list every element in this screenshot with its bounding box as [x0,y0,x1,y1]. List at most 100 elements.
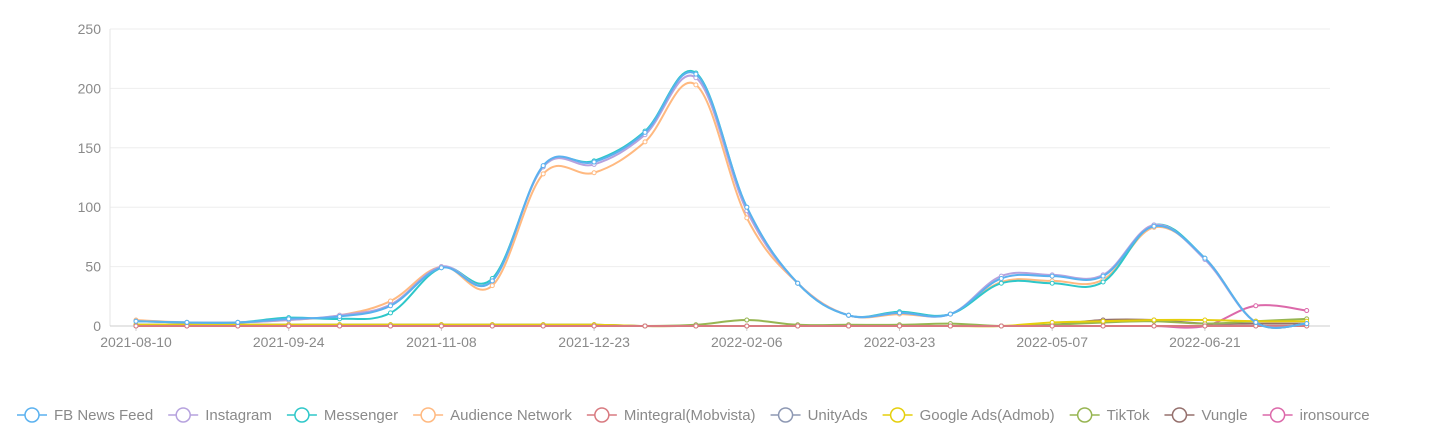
data-point [591,170,597,176]
data-point [489,283,495,289]
y-tick-label: 150 [78,140,102,156]
data-point [337,323,343,329]
legend-label: FB News Feed [54,407,153,424]
data-point [591,159,597,165]
legend-item: Vungle [1164,407,1248,424]
data-point [1304,321,1310,327]
x-tick-label: 2022-02-06 [711,334,783,350]
legend-label: Vungle [1201,407,1247,424]
legend-label: TikTok [1107,407,1150,424]
series-layer [133,69,1310,329]
data-point [693,323,699,329]
data-point [540,323,546,329]
legend-label: Instagram [205,407,272,424]
legend: FB News Feed Instagram Messenger Audience N… [17,407,1370,424]
y-tick-label: 0 [93,318,101,334]
series-0 [133,71,1310,329]
data-point [947,323,953,329]
legend-label: Messenger [324,407,398,424]
data-point [1100,279,1106,285]
data-point [540,171,546,177]
legend-item: Mintegral(Mobvista) [586,407,756,424]
data-point [489,323,495,329]
data-point [744,323,750,329]
data-point [1151,317,1157,323]
legend-marker-icon [175,407,191,423]
y-tick-label: 200 [78,80,102,96]
data-point [1049,273,1055,279]
x-tick-label: 2021-11-08 [406,334,477,350]
x-tick-label: 2022-05-07 [1016,334,1088,350]
legend-label: Mintegral(Mobvista) [624,407,756,424]
data-point [1253,319,1259,325]
legend-label: ironsource [1300,407,1370,424]
data-point [998,280,1004,286]
data-point [642,129,648,135]
data-point [846,312,852,318]
legend-marker-icon [1269,407,1286,423]
legend-marker-icon [777,407,794,423]
series-2 [133,69,1310,329]
legend-item: TikTok [1069,407,1150,424]
data-point [388,323,393,329]
series-3 [133,81,1310,329]
series-line [135,71,1307,329]
series-line [135,81,1307,329]
data-point [1049,323,1055,329]
data-point [693,82,699,88]
data-point [947,311,953,317]
x-tick-label: 2022-03-23 [864,334,936,350]
data-point [642,139,648,145]
legend-item: ironsource [1262,407,1370,424]
data-point [1100,273,1106,279]
data-point [642,323,648,329]
x-tick-label: 2021-12-23 [558,334,630,350]
data-point [744,204,750,210]
data-point [795,323,801,329]
legend-item: FB News Feed [17,407,153,424]
legend-item: Audience Network [413,407,572,424]
legend-marker-icon [420,407,436,423]
data-point [998,275,1004,281]
data-point [1151,323,1157,329]
legend-marker-icon [294,407,310,423]
data-point [1100,323,1106,329]
legend-marker-icon [889,407,906,423]
data-point [1253,303,1259,309]
legend-item: UnityAds [770,407,868,424]
data-point [998,323,1004,329]
data-point [388,310,393,316]
series-1 [133,74,1310,329]
data-point [591,323,597,329]
x-tick-label: 2022-06-21 [1169,334,1241,350]
series-4 [133,323,1310,329]
legend-item: Messenger [286,407,398,424]
series-line [135,69,1307,329]
data-point [1049,280,1055,286]
y-tick-label: 100 [78,199,102,215]
data-point [1304,308,1310,314]
legend-item: Instagram [168,407,272,424]
legend-marker-icon [594,407,610,423]
legend-marker-icon [24,407,40,423]
data-point [388,303,393,309]
data-point [184,319,190,325]
legend-label: Audience Network [450,407,572,424]
data-point [795,280,801,286]
y-tick-label: 250 [78,21,102,37]
data-point [133,318,139,324]
data-point [744,215,750,221]
data-point [693,71,699,77]
data-point [286,316,292,322]
data-point [540,163,546,169]
y-tick-label: 50 [85,259,101,275]
data-point [1202,255,1208,261]
data-point [133,323,139,329]
data-point [438,265,444,271]
data-point [897,323,902,329]
data-point [1151,223,1157,229]
data-point [286,323,292,329]
data-point [235,319,241,325]
x-tick-label: 2021-09-24 [253,334,325,350]
